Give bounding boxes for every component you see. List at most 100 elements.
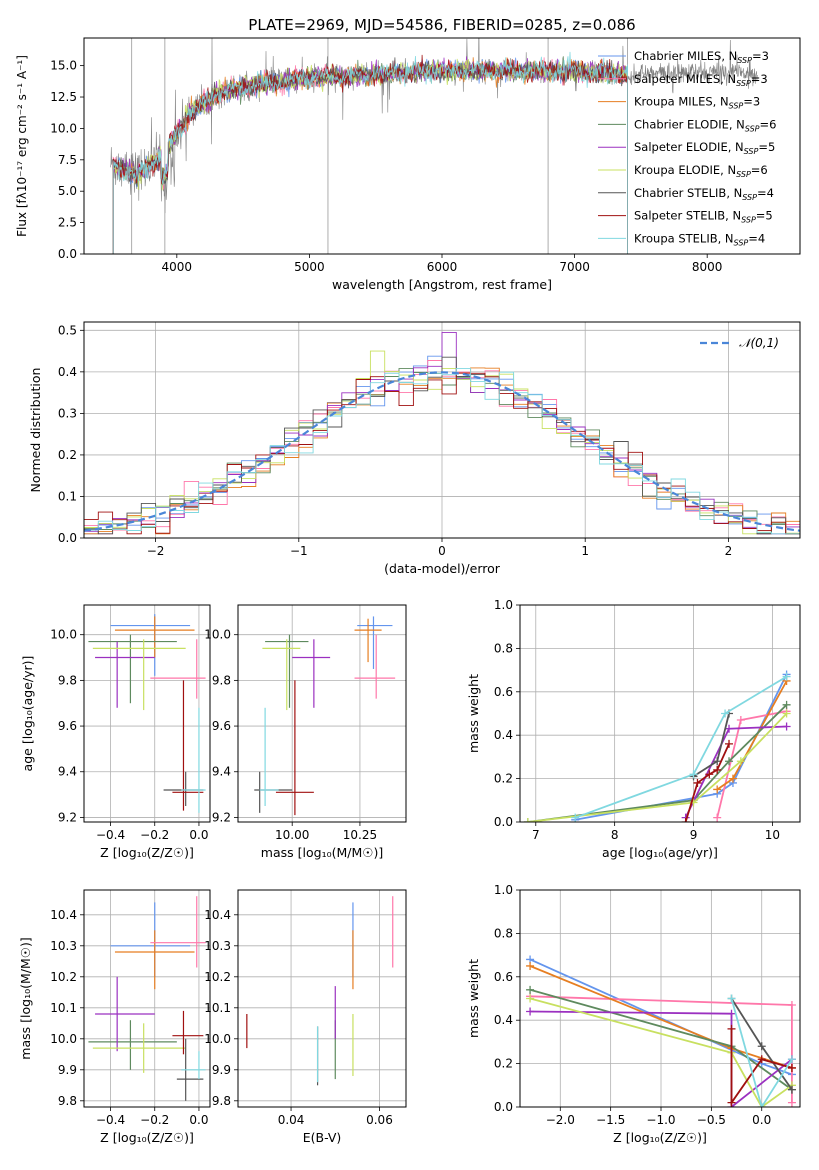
y-tick-label: 10.0: [50, 628, 77, 642]
x-tick-label: 1: [581, 544, 589, 558]
spectrum-panel: 4000 5000 6000 7000 8000 0.0 2.5 5.0 7.5 10.0 12.5…: [15, 37, 801, 292]
y-tick-label: 0.5: [58, 323, 77, 337]
series-marker-kroupa-elodie: [526, 994, 535, 1003]
model-spectrum-chabrier-stelib: [112, 57, 628, 254]
series-marker-salpeter-stelib: [787, 1063, 796, 1072]
errorbar-salpeter-miles: [150, 896, 206, 968]
x-axis-label: Z [log₁₀(Z/Z☉)]: [100, 845, 194, 860]
y-tick-label: 7.5: [58, 153, 77, 167]
x-tick-label: −1.0: [646, 1113, 675, 1127]
y-tick-label: 0.1: [58, 489, 77, 503]
x-axis-label: E(B-V): [303, 1130, 342, 1145]
figure-title: PLATE=2969, MJD=54586, FIBERID=0285, z=0…: [248, 16, 635, 34]
plot-area: [88, 614, 206, 813]
series-marker-kroupa-elodie: [782, 709, 791, 718]
x-tick-label: 0.06: [366, 1113, 393, 1127]
y-tick-label: 9.6: [58, 719, 77, 733]
series-marker-salpeter-stelib: [713, 765, 722, 774]
legend-label: Chabrier STELIB, NSSP=4: [634, 186, 774, 202]
errorbar-chabrier-elodie: [88, 634, 177, 704]
series-marker-chabrier-elodie: [725, 757, 734, 766]
series-marker-salpeter-stelib: [725, 739, 734, 748]
series-marker-salpeter-stelib: [681, 818, 690, 822]
errorbar-chabrier-miles: [357, 616, 393, 669]
y-tick-label: 0.4: [58, 365, 77, 379]
legend-label: Kroupa ELODIE, NSSP=6: [634, 163, 768, 179]
errorbar-kroupa-miles: [114, 930, 195, 990]
errorbar-salpeter-miles: [150, 639, 206, 699]
y-tick-label: 10.4: [204, 908, 231, 922]
plot-area: [84, 331, 800, 538]
grid: [238, 605, 406, 822]
legend-label: Salpeter ELODIE, NSSP=5: [634, 140, 775, 156]
model-spectrum-salpeter-stelib: [112, 54, 628, 254]
age-vs-metallicity-panel: −0.4 −0.2 0.0 9.2 9.4 9.6 9.8 10.0 Z [log₁₀(Z/Z☉…: [20, 604, 211, 860]
y-tick-label: 0.4: [494, 1013, 513, 1027]
y-tick-label: 15.0: [50, 59, 77, 73]
series-marker-kroupa-stelib: [689, 770, 698, 779]
series-line-salpeter-stelib: [730, 1028, 793, 1106]
series-marker-salpeter-elodie: [725, 724, 734, 733]
model-spectrum-kroupa-stelib: [112, 51, 628, 254]
y-tick-label: 9.8: [212, 673, 231, 687]
y-tick-label: 9.9: [212, 1063, 231, 1077]
x-axis-label: Z [log₁₀(Z/Z☉)]: [613, 1130, 707, 1145]
plot-area: [526, 955, 796, 1107]
series-marker-chabrier-stelib: [713, 757, 722, 766]
y-tick-label: 9.8: [58, 1094, 77, 1108]
errorbar-kroupa-elodie: [92, 639, 186, 711]
y-tick-label: 9.4: [212, 765, 231, 779]
x-tick-label: −0.5: [697, 1113, 726, 1127]
series-marker-kroupa-elodie: [523, 818, 532, 822]
errorbar-chabrier-miles: [110, 902, 191, 977]
x-tick-label: −1.5: [596, 1113, 625, 1127]
legend: 𝒩(0,1): [700, 336, 779, 350]
series-line-kroupa-stelib: [574, 675, 788, 819]
series-marker-salpeter-stelib: [693, 778, 702, 787]
errorbar-kroupa-stelib: [259, 707, 279, 807]
legend-label: 𝒩(0,1): [739, 336, 779, 350]
model-spectrum-kroupa-miles: [112, 57, 628, 254]
errorbar-chabrier-miles: [110, 614, 191, 676]
x-tick-label: −0.4: [96, 828, 125, 842]
axes-frame: [519, 604, 801, 823]
errorbar-kroupa-miles: [354, 618, 382, 663]
y-tick-label: 2.5: [58, 216, 77, 230]
errorbar-salpeter-stelib: [275, 680, 314, 816]
y-tick-label: 0.0: [58, 531, 77, 545]
y-tick-label: 10.3: [204, 939, 231, 953]
x-tick-label: 0.0: [752, 1113, 771, 1127]
y-tick-label: 10.1: [204, 1001, 231, 1015]
y-tick-label: 0.0: [494, 815, 513, 829]
model-spectrum-salpeter-miles: [112, 57, 628, 254]
grid: [238, 890, 406, 1107]
x-tick-label: 9: [690, 828, 698, 842]
x-tick-label: 8000: [692, 260, 723, 274]
model-spectrum-kroupa-elodie: [112, 58, 628, 254]
y-tick-label: 9.8: [212, 1094, 231, 1108]
x-tick-label: 0.0: [189, 1113, 208, 1127]
y-tick-label: 0.4: [494, 728, 513, 742]
y-tick-label: 0.6: [494, 685, 513, 699]
y-tick-label: 0.2: [58, 448, 77, 462]
series-marker-kroupa-stelib: [721, 709, 730, 718]
series-marker-chabrier-elodie: [526, 985, 535, 994]
model-spectrum-chabrier-miles: [112, 57, 628, 254]
y-tick-label: 0.0: [494, 1100, 513, 1114]
y-tick-label: 9.9: [58, 1063, 77, 1077]
y-tick-label: 10.2: [204, 970, 231, 984]
y-tick-label: 10.1: [50, 1001, 77, 1015]
series-marker-salpeter-stelib: [705, 770, 714, 779]
series-marker-kroupa-miles: [526, 961, 535, 970]
series-marker-salpeter-elodie: [727, 1009, 736, 1018]
x-tick-label: 0: [438, 544, 446, 558]
x-tick-label: 2: [725, 544, 733, 558]
errorbar-chabrier-elodie: [88, 1020, 177, 1070]
grid: [84, 890, 210, 1107]
mass-vs-ebv-panel: 0.04 0.06 9.8 9.9 10.0 10.1 10.2 10.3 10.4 E(B-V): [204, 889, 407, 1145]
y-tick-label: 12.5: [50, 90, 77, 104]
legend-label: Salpeter MILES, NSSP=3: [634, 72, 768, 88]
x-axis-label: age [log₁₀(age/yr)]: [602, 845, 718, 860]
errorbar-salpeter-elodie: [95, 976, 155, 1052]
